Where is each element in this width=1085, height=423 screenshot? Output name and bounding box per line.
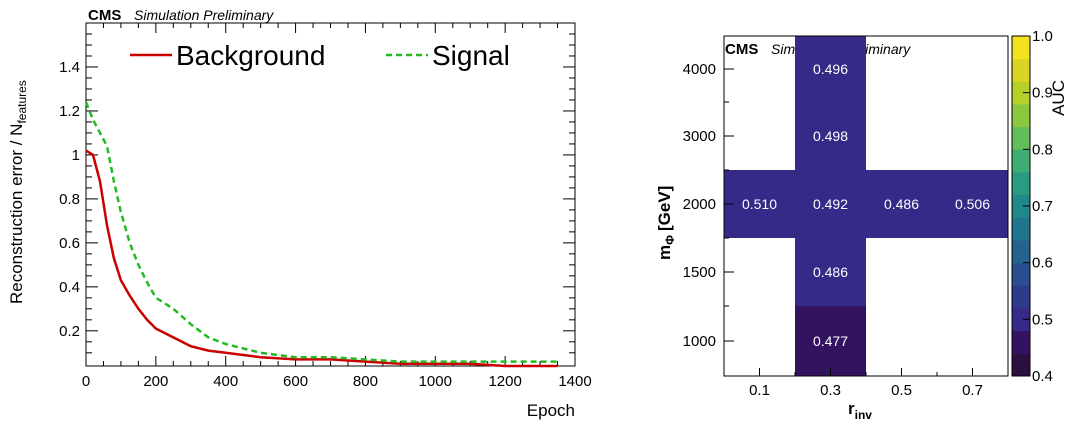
colorbar-tick-label: 0.7 [1032, 198, 1053, 215]
y-tick-label: 1 [72, 147, 80, 164]
heatmap-cells: 0.477 0.486 0.510 0.492 0.486 0.506 0.498 0.496 [724, 36, 1008, 376]
heatmap-cell-label: 0.486 [884, 196, 919, 212]
colorbar-tick-label: 0.5 [1032, 311, 1053, 328]
heatmap-y-tick-label: 1500 [683, 264, 716, 281]
heatmap-cell-label: 0.496 [813, 61, 848, 77]
heatmap-cell [866, 170, 937, 238]
colorbar-segment [1012, 308, 1030, 332]
heatmap-y-tick-label: 3000 [683, 128, 716, 145]
heatmap-axis-ticks: 0.1 0.3 0.5 0.7 1000 1500 2000 3000 4000 [683, 61, 983, 399]
cms-label: CMS [88, 7, 121, 24]
colorbar: 0.4 0.5 0.6 0.7 0.8 0.9 1.0 [1011, 28, 1053, 385]
cms-label-right: CMS [725, 41, 758, 58]
y-tick-label: 0.2 [59, 323, 80, 340]
x-tick-label: 1200 [488, 373, 521, 390]
heatmap-x-tick-label: 0.5 [891, 382, 912, 399]
y-axis-label-main: Reconstruction error / N [7, 124, 26, 304]
heatmap-cell [795, 36, 866, 102]
heatmap-cell [724, 170, 795, 238]
colorbar-segment [1012, 36, 1030, 60]
x-tick-label: 600 [283, 373, 308, 390]
heatmap-cell-label: 0.486 [813, 264, 848, 280]
heatmap-y-label-main: m [655, 245, 674, 260]
colorbar-segment [1012, 149, 1030, 173]
colorbar-tick-label: 1.0 [1032, 28, 1053, 45]
y-tick-label: 1.4 [59, 59, 80, 76]
legend-label-background: Background [176, 40, 325, 71]
series-line-signal [84, 101, 558, 363]
x-tick-label: 0 [82, 373, 90, 390]
heatmap-cell [795, 170, 866, 238]
x-tick-label: 1400 [558, 373, 591, 390]
x-axis-label: Epoch [527, 401, 575, 420]
heatmap-y-label-unit: [GeV] [655, 186, 674, 231]
heatmap-cell-label: 0.498 [813, 128, 848, 144]
heatmap-cell [795, 102, 866, 170]
legend: Background Signal [130, 40, 510, 71]
heatmap-cell-label: 0.492 [813, 196, 848, 212]
x-tick-label: 800 [353, 373, 378, 390]
colorbar-segment [1012, 285, 1030, 309]
heatmap-x-tick-label: 0.1 [749, 382, 770, 399]
y-tick-label: 0.8 [59, 191, 80, 208]
colorbar-segment [1012, 58, 1030, 82]
heatmap-cell-label: 0.510 [742, 196, 777, 212]
colorbar-tick-label: 0.8 [1032, 141, 1053, 158]
x-tick-label: 400 [213, 373, 238, 390]
heatmap-x-tick-label: 0.3 [820, 382, 841, 399]
heatmap-y-tick-label: 2000 [683, 196, 716, 213]
x-tick-label: 200 [143, 373, 168, 390]
colorbar-tick-label: 0.4 [1032, 368, 1053, 385]
heatmap-cell [795, 238, 866, 306]
colorbar-segment [1012, 240, 1030, 264]
left-axis-ticks: 0 200 400 600 800 1000 1200 1400 0.2 0.4 0.6 0.8 1 1.… [59, 23, 592, 390]
colorbar-tick-label: 0.6 [1032, 255, 1053, 272]
legend-label-signal: Signal [432, 40, 510, 71]
series-line-background [85, 149, 558, 368]
colorbar-segment [1012, 81, 1030, 105]
colorbar-segment [1012, 172, 1030, 196]
heatmap-cell-label: 0.506 [955, 196, 990, 212]
colorbar-segment [1012, 217, 1030, 241]
heatmap-y-label-sub: Φ [663, 235, 677, 245]
colorbar-segment [1012, 126, 1030, 150]
heatmap-y-axis-label: mΦ [GeV] [655, 186, 677, 260]
colorbar-segment [1012, 104, 1030, 128]
colorbar-tick-label: 0.9 [1032, 85, 1053, 102]
y-axis-label-sub: features [15, 80, 29, 123]
left-series-group [84, 101, 558, 368]
colorbar-segment [1012, 353, 1030, 377]
heatmap-cell [937, 170, 1008, 238]
left-plot-frame [85, 22, 576, 367]
auc-heatmap: CMS Simulation Preliminary 0.4770.4860.5… [655, 28, 1068, 422]
y-tick-label: 0.6 [59, 235, 80, 252]
y-axis-label: Reconstruction error / Nfeatures [7, 80, 29, 304]
y-tick-label: 0.4 [59, 279, 80, 296]
heatmap-y-tick-label: 1000 [683, 333, 716, 350]
colorbar-segment [1012, 262, 1030, 286]
y-tick-label: 1.2 [59, 103, 80, 120]
heatmap-cell-label: 0.477 [813, 333, 848, 349]
colorbar-segment [1012, 330, 1030, 354]
heatmap-x-label-sub: inv [855, 408, 873, 422]
heatmap-x-label-main: r [848, 399, 855, 418]
heatmap-x-tick-label: 0.7 [962, 382, 983, 399]
x-tick-label: 1000 [419, 373, 452, 390]
colorbar-segment [1012, 194, 1030, 218]
heatmap-cell [795, 306, 866, 376]
simulation-preliminary-label: Simulation Preliminary [134, 7, 274, 23]
colorbar-label: AUC [1049, 80, 1068, 116]
heatmap-y-tick-label: 4000 [683, 61, 716, 78]
heatmap-x-axis-label: rinv [848, 399, 872, 422]
reconstruction-error-plot: CMS Simulation Preliminary 0 200 400 600 800… [7, 7, 592, 420]
